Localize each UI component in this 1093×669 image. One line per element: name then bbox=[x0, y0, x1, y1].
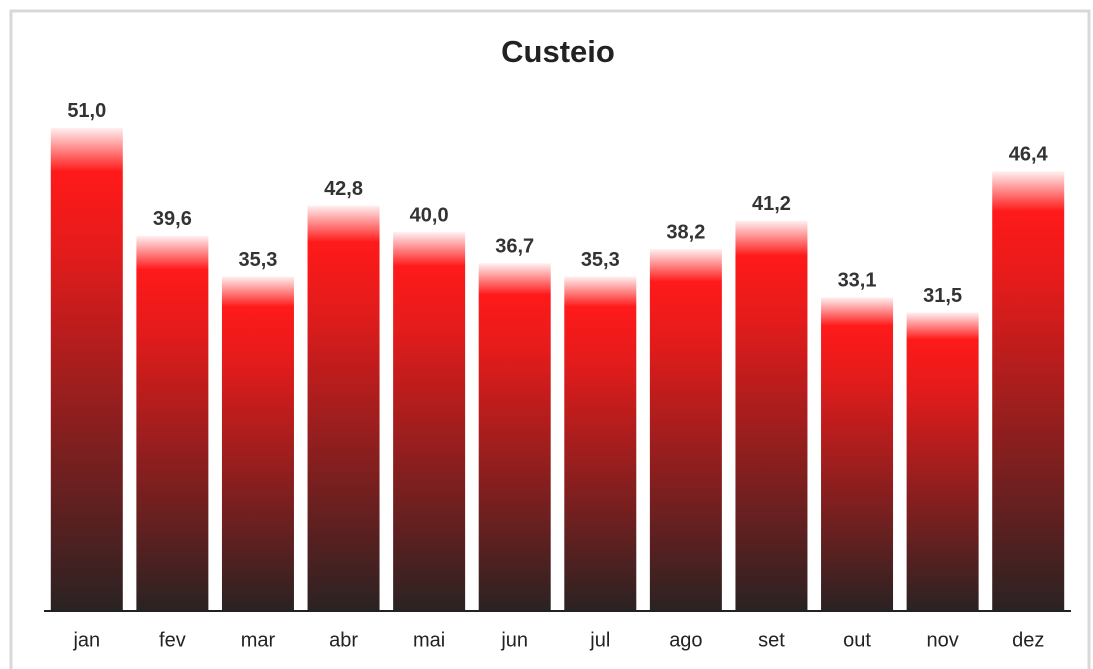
x-tick-label: out bbox=[843, 629, 871, 651]
bar bbox=[478, 263, 551, 611]
value-label: 46,4 bbox=[1009, 144, 1049, 166]
bar bbox=[136, 235, 209, 611]
x-tick-label: mar bbox=[241, 629, 276, 651]
bar bbox=[992, 171, 1065, 611]
value-label: 33,1 bbox=[838, 270, 877, 292]
x-tick-label: abr bbox=[329, 629, 358, 651]
x-tick-label: dez bbox=[1012, 629, 1044, 651]
value-label: 35,3 bbox=[238, 249, 277, 271]
value-label: 40,0 bbox=[410, 204, 449, 226]
value-label: 41,2 bbox=[752, 193, 791, 215]
bar bbox=[735, 220, 808, 611]
x-tick-label: jan bbox=[72, 629, 100, 651]
bar bbox=[393, 232, 466, 611]
value-label: 35,3 bbox=[581, 249, 620, 271]
x-tick-label: fev bbox=[159, 629, 186, 651]
chart-title: Custeio bbox=[501, 34, 615, 69]
bar bbox=[564, 276, 637, 611]
x-tick-label: set bbox=[758, 629, 785, 651]
value-label: 39,6 bbox=[153, 208, 192, 230]
value-label: 36,7 bbox=[495, 236, 534, 258]
x-tick-label: mai bbox=[413, 629, 445, 651]
bar bbox=[221, 276, 294, 611]
bar bbox=[307, 205, 380, 612]
x-tick-label: nov bbox=[927, 629, 959, 651]
x-tick-label: jun bbox=[500, 629, 528, 651]
x-tick-label: jul bbox=[589, 629, 610, 651]
value-label: 38,2 bbox=[666, 221, 705, 243]
bar bbox=[821, 297, 894, 611]
value-label: 51,0 bbox=[67, 100, 106, 122]
value-label: 31,5 bbox=[923, 285, 962, 307]
value-label: 42,8 bbox=[324, 178, 363, 200]
bar bbox=[649, 249, 722, 611]
bar bbox=[50, 127, 123, 612]
x-tick-label: ago bbox=[669, 629, 702, 651]
bar bbox=[906, 312, 979, 611]
